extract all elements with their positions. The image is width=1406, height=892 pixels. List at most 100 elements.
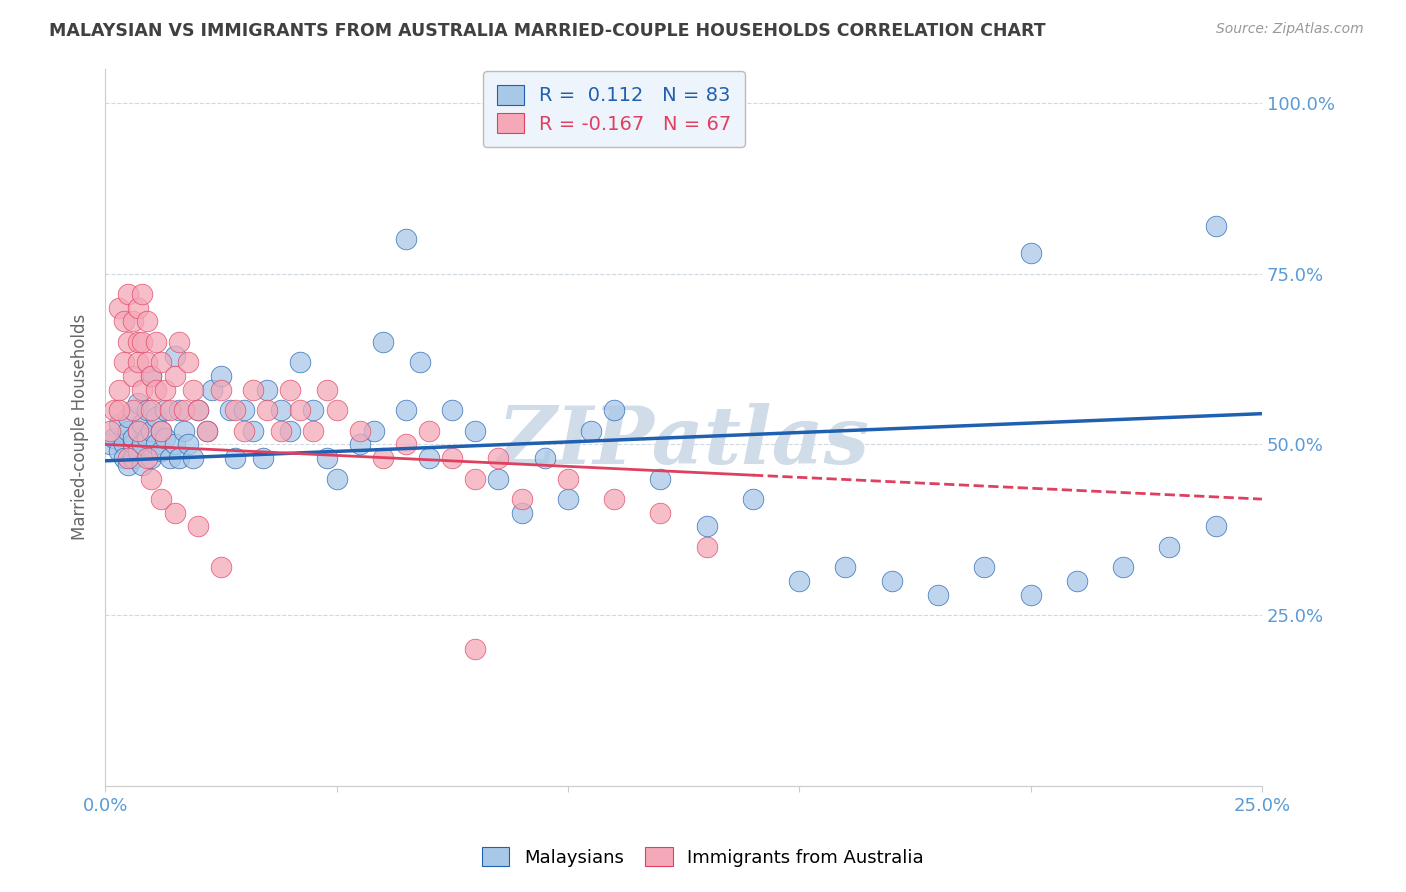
Point (163, 369, 186, 384)
Point (409, 355, 432, 369)
Point (270, 424, 292, 438)
Point (187, 519, 209, 533)
Point (145, 383, 167, 397)
Point (155, 383, 177, 397)
Point (650, 506, 672, 520)
Point (131, 437, 153, 451)
Point (302, 424, 325, 438)
Point (603, 403, 626, 417)
Point (112, 355, 135, 369)
Point (149, 355, 172, 369)
Point (325, 472, 347, 486)
Point (112, 451, 135, 466)
Point (464, 424, 486, 438)
Point (122, 451, 145, 466)
Point (159, 403, 181, 417)
Point (195, 424, 218, 438)
Point (270, 403, 292, 417)
Point (256, 383, 278, 397)
Point (1159, 540, 1181, 554)
Point (127, 444, 149, 458)
Point (127, 424, 149, 438)
Point (135, 431, 157, 445)
Point (187, 403, 209, 417)
Point (349, 437, 371, 451)
Point (108, 383, 131, 397)
Point (163, 349, 186, 363)
Point (149, 444, 172, 458)
Point (141, 451, 163, 466)
Point (395, 403, 418, 417)
Point (155, 403, 177, 417)
Point (278, 424, 301, 438)
Point (371, 334, 394, 349)
Point (603, 492, 626, 507)
Point (177, 437, 200, 451)
Point (288, 355, 311, 369)
Point (418, 424, 440, 438)
Point (103, 431, 125, 445)
Point (224, 451, 246, 466)
Point (1066, 574, 1088, 588)
Point (464, 642, 486, 657)
Point (316, 451, 339, 466)
Point (131, 287, 153, 301)
Point (108, 444, 131, 458)
Point (122, 314, 145, 328)
Point (117, 424, 139, 438)
Point (488, 451, 510, 466)
Point (201, 383, 224, 397)
Point (927, 588, 949, 602)
Point (195, 424, 218, 438)
Point (145, 334, 167, 349)
Point (173, 424, 195, 438)
Point (242, 424, 264, 438)
Point (163, 506, 186, 520)
Point (242, 383, 264, 397)
Point (103, 403, 125, 417)
Point (127, 396, 149, 410)
Text: ZIPatlas: ZIPatlas (498, 403, 870, 481)
Point (108, 403, 131, 417)
Point (557, 472, 579, 486)
Point (302, 403, 325, 417)
Legend: R =  0.112   N = 83, R = -0.167   N = 67: R = 0.112 N = 83, R = -0.167 N = 67 (484, 71, 745, 147)
Point (117, 287, 139, 301)
Point (135, 355, 157, 369)
Point (371, 451, 394, 466)
Point (579, 424, 602, 438)
Point (117, 458, 139, 472)
Point (131, 458, 153, 472)
Point (127, 301, 149, 315)
Point (173, 403, 195, 417)
Point (510, 506, 533, 520)
Point (464, 472, 486, 486)
Point (510, 492, 533, 507)
Point (1019, 246, 1042, 260)
Legend: Malaysians, Immigrants from Australia: Malaysians, Immigrants from Australia (475, 840, 931, 874)
Point (159, 451, 181, 466)
Point (787, 574, 810, 588)
Point (149, 424, 172, 438)
Point (127, 424, 149, 438)
Point (209, 369, 232, 384)
Point (1205, 219, 1227, 233)
Point (112, 314, 135, 328)
Point (278, 383, 301, 397)
Point (135, 314, 157, 328)
Point (696, 519, 718, 533)
Point (149, 492, 172, 507)
Point (325, 403, 347, 417)
Point (533, 451, 555, 466)
Point (141, 403, 163, 417)
Point (233, 424, 256, 438)
Point (181, 451, 204, 466)
Point (441, 451, 464, 466)
Point (488, 472, 510, 486)
Point (141, 369, 163, 384)
Point (224, 403, 246, 417)
Point (145, 437, 167, 451)
Point (1019, 588, 1042, 602)
Point (122, 437, 145, 451)
Point (288, 403, 311, 417)
